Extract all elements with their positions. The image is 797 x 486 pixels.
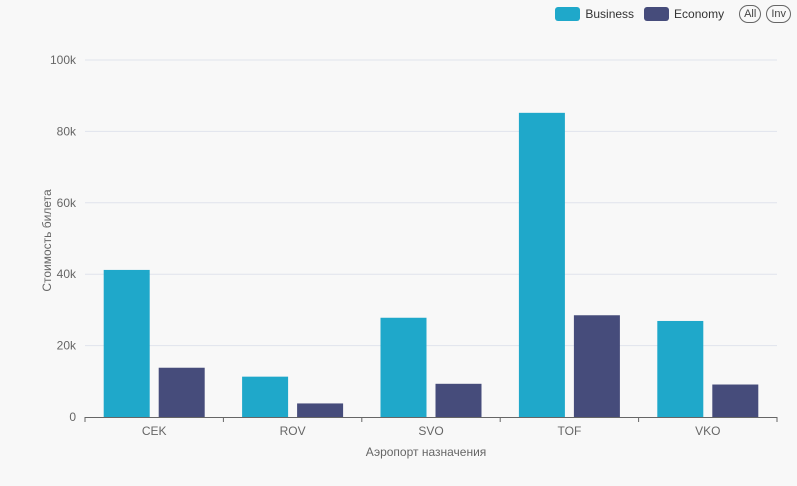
x-tick-label: TOF	[558, 424, 582, 438]
x-tick-label: SVO	[418, 424, 443, 438]
x-axis-title: Аэропорт назначения	[366, 445, 487, 459]
x-tick-label: CEK	[142, 424, 167, 438]
legend-swatch-business	[555, 7, 581, 21]
select-all-button[interactable]: All	[739, 5, 762, 23]
bar-economy-svo	[435, 383, 482, 417]
y-tick-label: 80k	[57, 124, 77, 138]
bar-business-cek	[103, 269, 150, 417]
legend-item-economy[interactable]: Economy	[644, 7, 724, 21]
y-tick-label: 40k	[57, 267, 77, 281]
legend-item-business[interactable]: Business	[555, 7, 634, 21]
invert-selection-button[interactable]: Inv	[766, 5, 791, 23]
y-tick-label: 0	[69, 410, 76, 424]
x-tick-label: ROV	[280, 424, 306, 438]
legend-label-economy: Economy	[674, 7, 725, 21]
bar-business-tof	[518, 112, 565, 417]
bar-business-svo	[380, 317, 427, 417]
legend-swatch-economy	[644, 7, 670, 21]
bar-economy-cek	[158, 367, 205, 417]
y-tick-label: 60k	[57, 196, 77, 210]
y-axis-title: Стоимость билета	[40, 189, 54, 292]
y-tick-label: 20k	[57, 339, 77, 353]
bar-economy-vko	[712, 384, 759, 417]
y-tick-label: 100k	[50, 53, 77, 67]
bar-business-rov	[242, 376, 289, 417]
chart-legend: Business Economy All Inv	[555, 5, 791, 23]
legend-label-business: Business	[585, 7, 635, 21]
bar-economy-rov	[297, 403, 344, 417]
bar-business-vko	[657, 320, 704, 417]
x-tick-label: VKO	[695, 424, 720, 438]
bar-economy-tof	[573, 315, 620, 417]
